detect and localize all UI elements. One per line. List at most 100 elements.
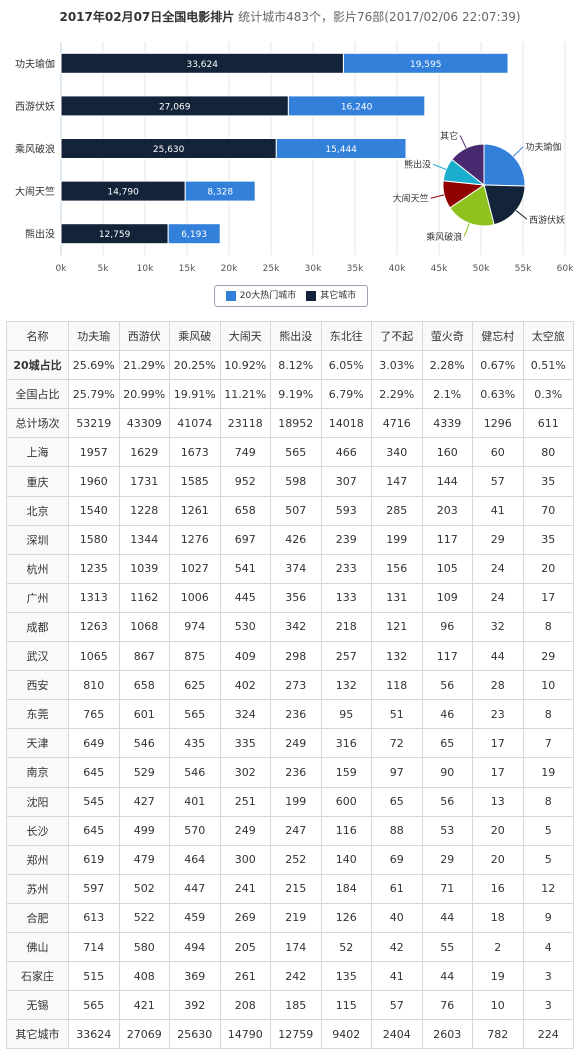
table-cell: 1276	[169, 524, 221, 555]
table-row: 东莞 765 601 565 324 236 95 51 46 23 8	[6, 699, 574, 730]
x-tick-label: 20k	[221, 264, 238, 274]
table-cell: 18	[472, 902, 524, 933]
row-name-cell: 北京	[6, 495, 69, 526]
pie-slice[interactable]	[483, 184, 526, 226]
table-cell: 2.28%	[421, 350, 473, 381]
table-cell: 3	[522, 961, 574, 992]
x-tick-label: 45k	[431, 264, 448, 274]
table-cell: 1263	[68, 611, 120, 643]
x-tick-label: 25k	[263, 264, 280, 274]
row-name-cell: 东莞	[6, 699, 69, 730]
table-cell: 126	[320, 902, 372, 933]
table-cell: 546	[118, 728, 170, 759]
column-header[interactable]: 乘风破	[169, 320, 221, 352]
table-cell: 10	[472, 990, 524, 1021]
table-cell: 6.05%	[320, 350, 372, 381]
table-cell: 649	[68, 728, 120, 759]
table-cell: 464	[169, 844, 221, 875]
schedule-table: 名称 功夫瑜 西游伏 乘风破 大闹天 熊出没 东北往 了不起 萤火奇 健忘村 太空旅 20城占比 25…	[6, 320, 574, 1049]
row-name-cell: 深圳	[6, 524, 69, 555]
table-cell: 546	[169, 757, 221, 788]
table-cell: 507	[270, 495, 322, 526]
table-cell: 619	[68, 844, 120, 875]
column-header[interactable]: 东北往	[320, 320, 372, 352]
bar-segment[interactable]	[184, 180, 256, 202]
column-header[interactable]: 名称	[6, 320, 69, 352]
legend-item-hot-cities[interactable]: 20大热门城市	[225, 286, 296, 306]
table-cell: 19	[472, 961, 524, 992]
bar-data-label: 8,328	[207, 188, 233, 198]
table-row: 合肥 613 522 459 269 219 126 40 44 18 9	[6, 902, 574, 933]
table-cell: 35	[522, 466, 574, 497]
table-cell: 23118	[219, 408, 271, 439]
column-header[interactable]: 熊出没	[270, 320, 322, 352]
bar-segment[interactable]	[167, 223, 221, 245]
chart-legend: 20大热门城市 其它城市	[214, 285, 368, 307]
table-cell: 239	[320, 524, 372, 555]
table-cell: 109	[421, 582, 473, 613]
table-cell: 3.03%	[371, 350, 423, 381]
table-cell: 408	[118, 961, 170, 992]
table-cell: 18952	[270, 408, 322, 439]
table-cell: 29	[522, 641, 574, 672]
column-header[interactable]: 健忘村	[472, 320, 524, 352]
row-name-cell: 长沙	[6, 815, 69, 846]
table-cell: 56	[421, 786, 473, 817]
table-cell: 35	[522, 524, 574, 555]
pie-slice[interactable]	[451, 143, 485, 187]
x-tick-label: 0k	[56, 264, 68, 274]
table-cell: 105	[421, 553, 473, 584]
table-cell: 131	[371, 582, 423, 613]
bar-segment[interactable]	[275, 138, 407, 159]
table-cell: 20	[522, 553, 574, 584]
column-header[interactable]: 功夫瑜	[68, 320, 120, 352]
table-cell: 8.12%	[270, 350, 322, 381]
table-cell: 1162	[118, 582, 170, 613]
column-header[interactable]: 西游伏	[118, 320, 170, 352]
bar-segment[interactable]	[342, 52, 509, 74]
table-cell: 598	[270, 466, 322, 497]
x-tick-label: 60k	[557, 264, 574, 274]
row-name-cell: 杭州	[6, 553, 69, 584]
table-cell: 53219	[68, 408, 120, 439]
bar-data-label: 14,790	[107, 188, 139, 198]
table-cell: 95	[320, 699, 372, 730]
table-cell: 233	[320, 553, 372, 584]
table-cell: 4716	[371, 408, 423, 439]
column-header[interactable]: 萤火奇	[421, 320, 473, 352]
table-cell: 43309	[118, 408, 170, 439]
row-name-cell: 西安	[6, 670, 69, 701]
legend-item-other-cities[interactable]: 其它城市	[306, 286, 356, 306]
x-tick-label: 35k	[347, 264, 364, 274]
pie-slice[interactable]	[483, 143, 526, 187]
table-cell: 121	[371, 611, 423, 643]
table-cell: 23	[472, 699, 524, 730]
table-cell: 3	[522, 990, 574, 1021]
column-header[interactable]: 大闹天	[219, 320, 271, 352]
pie-label: 其它	[440, 130, 458, 142]
table-cell: 6.79%	[320, 379, 372, 410]
table-header-row: 名称 功夫瑜 西游伏 乘风破 大闹天 熊出没 东北往 了不起 萤火奇 健忘村 太空旅	[6, 320, 574, 352]
table-row: 郑州 619 479 464 300 252 140 69 29 20 5	[6, 844, 574, 875]
bar-segment[interactable]	[287, 95, 426, 117]
table-cell: 17	[472, 757, 524, 788]
table-row: 全国占比 25.79% 20.99% 19.91% 11.21% 9.19% 6.79% 2.…	[6, 379, 574, 410]
table-cell: 42	[371, 931, 423, 963]
table-cell: 29	[421, 844, 473, 875]
table-cell: 17	[522, 582, 574, 613]
table-cell: 7	[522, 728, 574, 759]
table-cell: 61	[371, 873, 423, 904]
table-cell: 257	[320, 641, 372, 672]
pie-label: 大闹天竺	[393, 193, 429, 205]
column-header[interactable]: 太空旅	[522, 320, 574, 352]
table-cell: 0.3%	[522, 379, 574, 410]
row-name-cell: 武汉	[6, 641, 69, 672]
table-cell: 9402	[320, 1019, 372, 1049]
pie-label: 熊出没	[404, 159, 431, 171]
table-cell: 1313	[68, 582, 120, 613]
column-header[interactable]: 了不起	[371, 320, 423, 352]
table-cell: 12	[522, 873, 574, 904]
table-cell: 57	[371, 990, 423, 1021]
table-cell: 132	[320, 670, 372, 701]
x-tick-label: 55k	[515, 264, 532, 274]
